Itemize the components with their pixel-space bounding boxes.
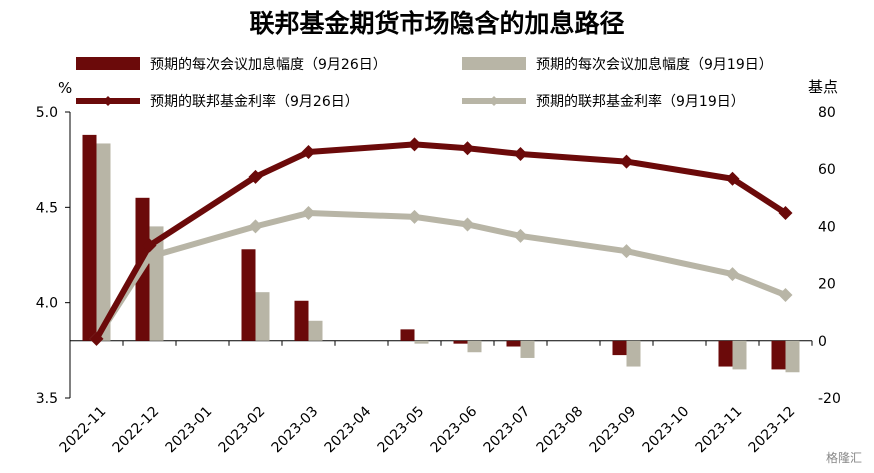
lines: [89, 137, 793, 346]
x-tick-label: 2023-06: [428, 403, 481, 456]
bar-0926: [453, 340, 468, 344]
x-tick-label: 2023-09: [587, 404, 640, 457]
bar-0919: [626, 340, 641, 367]
bar-0926: [718, 340, 733, 367]
x-tick-label: 2023-04: [322, 403, 375, 456]
bar-0926: [241, 249, 256, 341]
bar-0926: [294, 300, 309, 341]
line-point-0919: [248, 219, 263, 234]
bar-0926: [771, 340, 786, 370]
bar-0919: [520, 340, 535, 358]
watermark: 格隆汇: [826, 450, 862, 465]
bar-0919: [785, 340, 800, 373]
y-right-tick-label: 80: [818, 105, 836, 121]
line-point-0919: [513, 228, 528, 243]
x-tick-label: 2023-01: [163, 404, 216, 457]
legend-label-bar-0919: 预期的每次会议加息幅度（9月19日）: [536, 56, 773, 73]
line-point-0919: [142, 249, 157, 264]
legend-label-line-0919: 预期的联邦基金利率（9月19日）: [536, 93, 745, 110]
y-right-tick-label: 40: [818, 219, 836, 235]
line-point-0926: [407, 137, 422, 152]
line-0926: [93, 141, 788, 341]
x-tick-label: 2023-02: [216, 404, 269, 457]
x-tick-label: 2023-07: [481, 404, 534, 457]
legend-label-bar-0926: 预期的每次会议加息幅度（9月26日）: [150, 56, 387, 73]
x-tick-label: 2022-12: [110, 404, 163, 457]
left-axis-unit: %: [58, 79, 72, 97]
axes: 5.0 4.5 4.0 3.5 80 60 40 20 0 -20: [36, 105, 841, 407]
line-point-0926: [248, 169, 263, 184]
y-right-tick-label: 20: [818, 277, 836, 293]
bar-0919: [732, 340, 747, 370]
legend: 预期的每次会议加息幅度（9月26日） 预期的每次会议加息幅度（9月19日） 预期…: [76, 56, 773, 110]
line-point-0919: [460, 217, 475, 232]
legend-marker-line-0919: [489, 96, 499, 106]
x-tick-labels: 2022-11 2022-12 2023-01 2023-02 2023-03 2023-…: [57, 403, 799, 456]
line-point-0919: [778, 288, 793, 303]
line-point-0919: [407, 209, 422, 224]
x-tick-label: 2023-08: [534, 404, 587, 457]
line-point-0926: [89, 331, 104, 346]
bar-0926: [82, 134, 97, 341]
line-point-0919: [619, 244, 634, 259]
y-right-tick-label: 0: [818, 334, 827, 350]
bar-0919: [255, 292, 270, 341]
line-point-0926: [778, 206, 793, 221]
x-tick-label: 2023-11: [693, 404, 746, 457]
line-point-0926: [142, 238, 157, 253]
legend-swatch-bar-0926: [76, 57, 140, 70]
x-tick-label: 2023-10: [640, 404, 693, 457]
line-0919: [93, 210, 787, 341]
line-point-0926: [301, 145, 316, 160]
bar-0919: [96, 143, 111, 341]
bar-0926: [506, 340, 521, 347]
legend-marker-line-0926: [103, 96, 113, 106]
bar-0919: [467, 340, 482, 353]
legend-swatch-bar-0919: [462, 57, 526, 70]
line-point-0919: [301, 206, 316, 221]
line-point-0926: [513, 146, 528, 161]
y-left-tick-label: 4.0: [36, 296, 58, 312]
bar-0919: [414, 340, 429, 344]
y-right-tick-label: 60: [818, 162, 836, 178]
x-tick-label: 2023-03: [269, 404, 322, 457]
line-point-0926: [460, 141, 475, 156]
line-point-0926: [725, 171, 740, 186]
bars: [82, 134, 800, 373]
x-tick-label: 2022-11: [57, 404, 110, 457]
y-left-tick-label: 4.5: [36, 200, 58, 216]
legend-label-line-0926: 预期的联邦基金利率（9月26日）: [150, 93, 359, 110]
bar-0926: [400, 329, 415, 341]
y-right-tick-label: -20: [818, 391, 841, 407]
line-point-0926: [619, 154, 634, 169]
x-tick-label: 2023-05: [375, 404, 428, 457]
bar-0919: [308, 320, 323, 341]
x-tick-label: 2023-12: [746, 404, 799, 457]
bar-0926: [612, 340, 627, 356]
y-left-tick-label: 5.0: [36, 105, 58, 121]
right-axis-unit: 基点: [808, 78, 838, 96]
y-left-tick-label: 3.5: [36, 391, 58, 407]
line-point-0919: [725, 267, 740, 282]
chart-title: 联邦基金期货市场隐含的加息路径: [249, 9, 624, 38]
